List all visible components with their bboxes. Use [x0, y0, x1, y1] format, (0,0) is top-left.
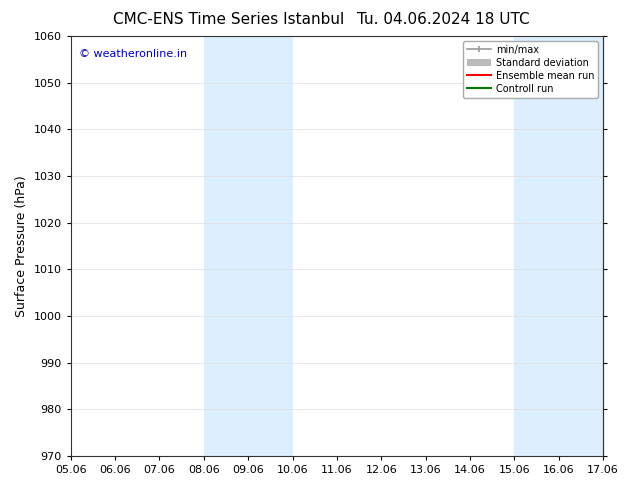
Y-axis label: Surface Pressure (hPa): Surface Pressure (hPa) [15, 175, 28, 317]
Bar [514, 36, 603, 456]
Legend: min/max, Standard deviation, Ensemble mean run, Controll run: min/max, Standard deviation, Ensemble me… [463, 41, 598, 98]
Text: CMC-ENS Time Series Istanbul: CMC-ENS Time Series Istanbul [113, 12, 344, 27]
Bar [204, 36, 292, 456]
Text: Tu. 04.06.2024 18 UTC: Tu. 04.06.2024 18 UTC [358, 12, 530, 27]
Text: © weatheronline.in: © weatheronline.in [79, 49, 187, 59]
